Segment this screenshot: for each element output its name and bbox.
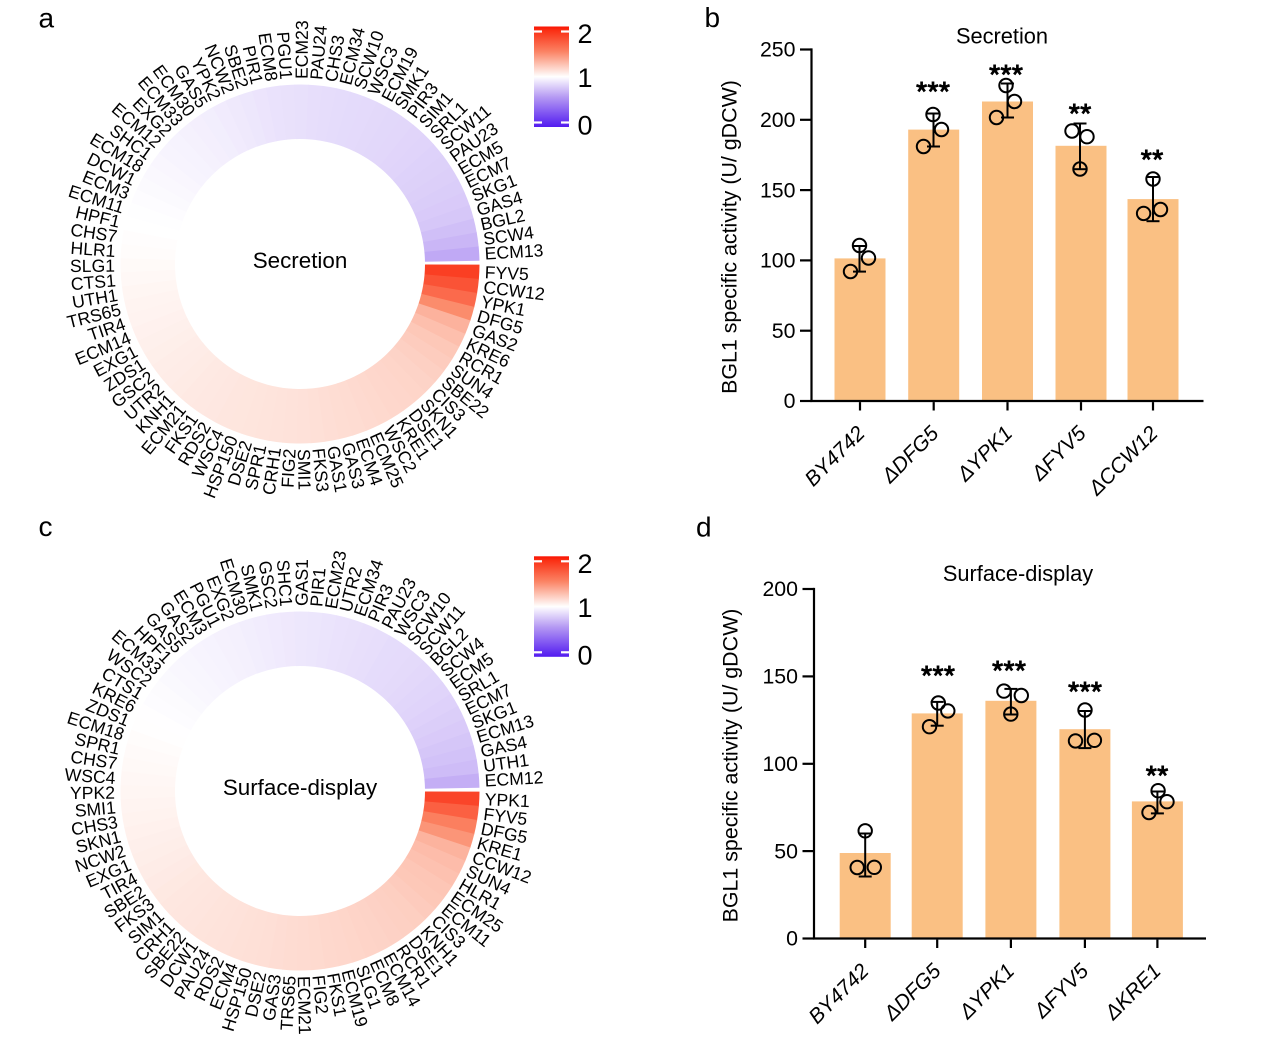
svg-text:FIG2: FIG2 bbox=[277, 448, 299, 488]
svg-text:FYV5: FYV5 bbox=[484, 262, 529, 284]
svg-text:ECM21: ECM21 bbox=[294, 976, 315, 1035]
svg-text:FKS3: FKS3 bbox=[308, 447, 332, 493]
svg-text:FIG2: FIG2 bbox=[308, 974, 332, 1015]
svg-text:100: 100 bbox=[762, 752, 798, 776]
svg-text:0: 0 bbox=[578, 640, 593, 670]
svg-text:GAS1: GAS1 bbox=[292, 559, 312, 606]
svg-text:2: 2 bbox=[578, 19, 593, 49]
svg-text:CTS1: CTS1 bbox=[70, 270, 117, 294]
svg-text:150: 150 bbox=[760, 178, 796, 202]
svg-text:100: 100 bbox=[760, 249, 796, 273]
svg-text:BGL1 specific activity (U/ gDC: BGL1 specific activity (U/ gDCW) bbox=[719, 609, 743, 923]
svg-text:Surface-display: Surface-display bbox=[943, 561, 1093, 586]
svg-text:SLG1: SLG1 bbox=[70, 256, 115, 276]
svg-text:1: 1 bbox=[578, 593, 593, 623]
svg-text:c: c bbox=[39, 511, 53, 542]
svg-text:0: 0 bbox=[784, 389, 796, 413]
svg-text:SMI1: SMI1 bbox=[74, 797, 117, 820]
svg-text:TRS65: TRS65 bbox=[277, 975, 300, 1031]
svg-text:PAU24: PAU24 bbox=[306, 24, 331, 80]
svg-text:150: 150 bbox=[762, 665, 798, 689]
svg-text:0: 0 bbox=[578, 111, 593, 141]
svg-text:PIR1: PIR1 bbox=[306, 567, 329, 608]
svg-text:2: 2 bbox=[578, 549, 593, 579]
svg-text:HLR1: HLR1 bbox=[70, 238, 116, 261]
svg-text:BGL1 specific activity (U/ gDC: BGL1 specific activity (U/ gDCW) bbox=[718, 80, 742, 394]
svg-text:PGU1: PGU1 bbox=[273, 31, 296, 80]
svg-text:SHC1: SHC1 bbox=[273, 559, 296, 607]
svg-text:Surface-display: Surface-display bbox=[223, 775, 378, 800]
svg-text:0: 0 bbox=[786, 927, 798, 951]
svg-text:WSC4: WSC4 bbox=[64, 764, 116, 788]
svg-text:200: 200 bbox=[760, 108, 796, 132]
svg-text:YPK1: YPK1 bbox=[484, 789, 530, 811]
svg-text:250: 250 bbox=[760, 38, 796, 62]
svg-text:d: d bbox=[696, 512, 712, 543]
svg-text:ECM23: ECM23 bbox=[292, 20, 312, 79]
svg-text:Secretion: Secretion bbox=[253, 248, 348, 273]
svg-text:ECM13: ECM13 bbox=[484, 240, 544, 263]
svg-text:50: 50 bbox=[774, 839, 798, 863]
svg-text:SMI1: SMI1 bbox=[294, 449, 315, 491]
svg-text:ECM12: ECM12 bbox=[484, 767, 544, 790]
svg-text:Secretion: Secretion bbox=[956, 24, 1048, 49]
svg-text:b: b bbox=[705, 2, 721, 33]
svg-text:200: 200 bbox=[762, 577, 798, 601]
svg-text:50: 50 bbox=[772, 319, 796, 343]
svg-text:1: 1 bbox=[578, 63, 593, 93]
svg-text:a: a bbox=[39, 3, 55, 34]
svg-text:YPK2: YPK2 bbox=[70, 783, 115, 803]
